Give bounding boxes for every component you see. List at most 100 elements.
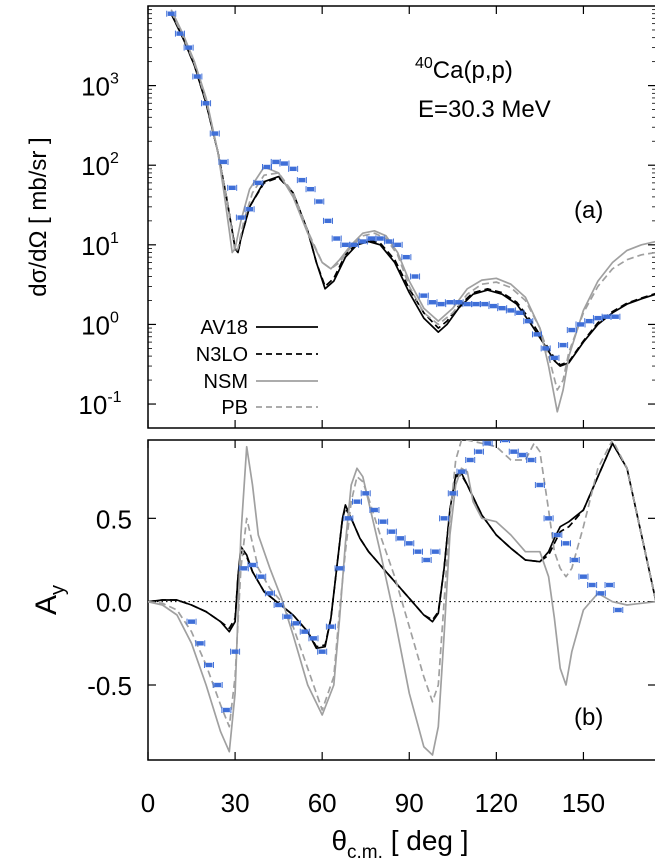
panel-a-series [166, 9, 655, 413]
panel-a-ylabel: dσ/dΩ [ mb/sr ] [25, 137, 52, 296]
data-point [257, 574, 265, 579]
data-point [231, 649, 239, 654]
data-point [571, 557, 579, 563]
data-point [458, 469, 466, 474]
data-point [167, 11, 175, 16]
series-line-nsm [170, 9, 655, 413]
data-point [577, 322, 585, 327]
reaction-text: Ca(p,p) [433, 57, 513, 84]
data-point [585, 318, 593, 324]
series-line-pb [148, 440, 655, 728]
data-point [527, 457, 535, 463]
data-point [507, 308, 515, 313]
data-point [370, 507, 378, 513]
data-point [428, 300, 436, 305]
legend-label-n3lo: N3LO [196, 344, 248, 366]
data-point [466, 457, 474, 463]
legend-label-nsm: NSM [204, 371, 248, 393]
data-point [376, 236, 384, 241]
data-point [309, 636, 317, 641]
data-point [437, 301, 445, 307]
x-tick-label: 60 [308, 788, 337, 818]
panel-b-label: (b) [574, 704, 603, 731]
data-point [501, 440, 509, 443]
data-point [423, 557, 431, 563]
data-point [414, 549, 422, 554]
data-point [594, 315, 602, 321]
data-point [542, 346, 550, 351]
data-point [298, 177, 306, 183]
data-point [379, 519, 387, 524]
data-point [553, 532, 561, 538]
panel-b-ylabel: Ay [30, 585, 69, 615]
data-point [205, 662, 213, 668]
data-point [280, 161, 288, 166]
data-point [493, 433, 500, 437]
data-point [272, 159, 280, 165]
x-axis-label: θc.m. [ deg ] [331, 825, 468, 863]
data-point [603, 314, 611, 319]
panel-a-ytick-label: 102 [81, 150, 119, 181]
data-point [388, 529, 396, 534]
data-point [463, 301, 471, 307]
data-point [588, 582, 596, 588]
data-point [510, 449, 518, 454]
data-point [420, 293, 428, 298]
panel-b-frame [147, 439, 655, 761]
data-point [498, 305, 506, 311]
data-point [402, 254, 410, 260]
data-point [472, 301, 480, 307]
data-point [219, 159, 227, 165]
data-point [353, 499, 361, 504]
data-point [394, 242, 402, 248]
panel-b-ytick-label: -0.5 [87, 671, 132, 701]
reaction-mass-number: 40 [415, 55, 433, 72]
x-tick-label: 0 [141, 788, 155, 818]
data-point [240, 566, 248, 571]
panel-b-series [148, 433, 655, 756]
panel-a-ytick-label: 10-1 [78, 389, 121, 420]
data-point [327, 624, 335, 629]
data-point [266, 591, 274, 596]
legend-label-pb: PB [221, 397, 248, 419]
data-point [606, 582, 614, 588]
data-point [489, 303, 497, 309]
data-point [611, 314, 619, 319]
energy-label: E=30.3 MeV [418, 96, 551, 123]
panel-a-ticks: 103 102 101 100 10-1 [78, 6, 655, 428]
data-point [524, 318, 532, 324]
panel-a-frame [147, 5, 655, 429]
data-point [196, 641, 204, 646]
data-point [431, 549, 439, 554]
panel-b-ticks: 0.5 0.0 -0.5 0 30 60 90 120 150 [87, 440, 655, 818]
data-point [301, 629, 309, 634]
data-point [307, 186, 315, 192]
series-line-nsm [148, 445, 655, 756]
data-point [562, 541, 570, 546]
data-point [411, 274, 419, 279]
panel-a-ytick-label: 100 [81, 309, 119, 340]
data-point [484, 441, 492, 446]
data-point [237, 215, 245, 220]
data-point [536, 482, 544, 488]
data-point [185, 45, 193, 50]
data-point [263, 164, 271, 170]
data-point [350, 242, 358, 248]
panel-a-ytick-label: 103 [81, 71, 119, 102]
data-point [246, 207, 254, 212]
data-point [176, 31, 184, 36]
data-point [405, 541, 413, 546]
x-tick-label: 30 [221, 788, 250, 818]
data-point [568, 327, 576, 333]
x-tick-label: 150 [562, 788, 605, 818]
data-point [211, 131, 219, 136]
data-point [545, 516, 553, 521]
data-point [446, 300, 454, 305]
panel-b-ytick-label: 0.5 [96, 504, 132, 534]
reaction-label: 40Ca(p,p) [415, 55, 513, 84]
data-point [193, 74, 201, 79]
data-point [228, 185, 236, 191]
panel-a-ytick-label: 101 [81, 230, 119, 261]
data-point [516, 310, 524, 315]
data-point [475, 449, 483, 454]
